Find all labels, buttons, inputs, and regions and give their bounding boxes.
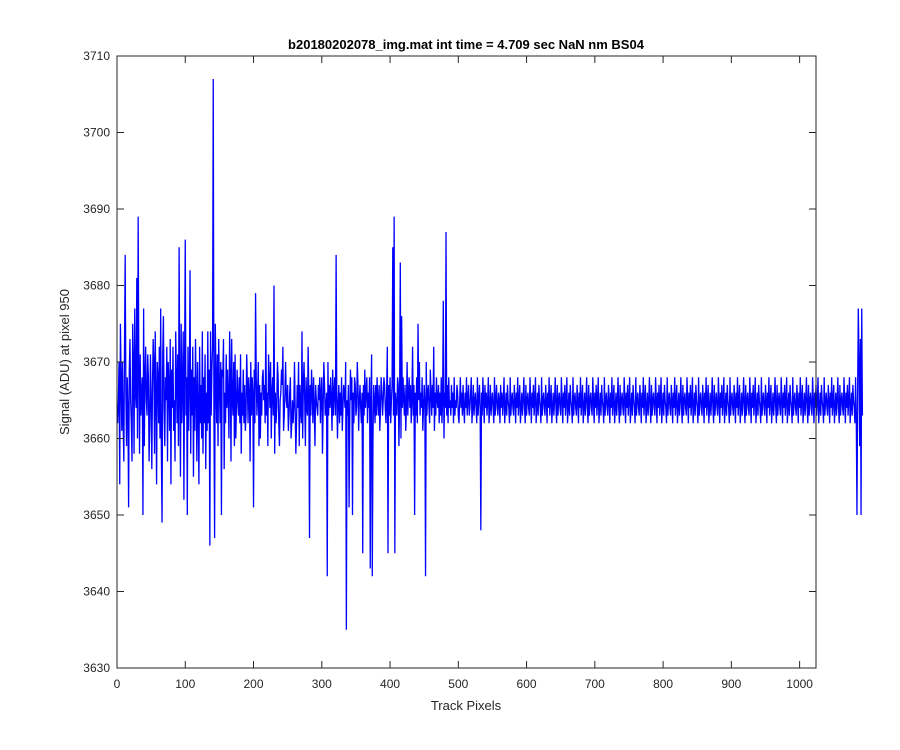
y-tick-label: 3640 xyxy=(83,585,110,599)
plot-area xyxy=(117,56,816,668)
x-axis-label: Track Pixels xyxy=(431,698,502,713)
x-tick-label: 700 xyxy=(585,677,605,691)
series-line-1 xyxy=(117,78,864,630)
y-tick-label: 3680 xyxy=(83,279,110,293)
x-tick-label: 0 xyxy=(114,677,121,691)
x-tick-label: 1000 xyxy=(786,677,813,691)
x-tick-label: 800 xyxy=(653,677,673,691)
x-tick-label: 500 xyxy=(448,677,468,691)
y-tick-label: 3650 xyxy=(83,508,110,522)
y-tick-label: 3700 xyxy=(83,126,110,140)
x-tick-label: 900 xyxy=(721,677,741,691)
x-tick-label: 300 xyxy=(312,677,332,691)
axes-box xyxy=(116,55,817,669)
y-axis-label: Signal (ADU) at pixel 950 xyxy=(57,289,72,435)
y-tick-label: 3630 xyxy=(83,661,110,675)
x-axis-ticks: 0 100 200 300 400 500 600 700 800 900 1000 xyxy=(114,56,813,691)
x-tick-label: 100 xyxy=(175,677,195,691)
x-tick-label: 600 xyxy=(517,677,537,691)
y-tick-label: 3670 xyxy=(83,355,110,369)
x-tick-label: 200 xyxy=(244,677,264,691)
y-tick-label: 3710 xyxy=(83,49,110,63)
y-tick-label: 3690 xyxy=(83,202,110,216)
y-axis-ticks: 3630 3640 3650 3660 3670 3680 3690 3700 3710 xyxy=(83,49,816,675)
y-tick-label: 3660 xyxy=(83,432,110,446)
x-tick-label: 400 xyxy=(380,677,400,691)
chart-title: b20180202078_img.mat int time = 4.709 se… xyxy=(288,37,645,52)
series-layer xyxy=(117,78,864,630)
